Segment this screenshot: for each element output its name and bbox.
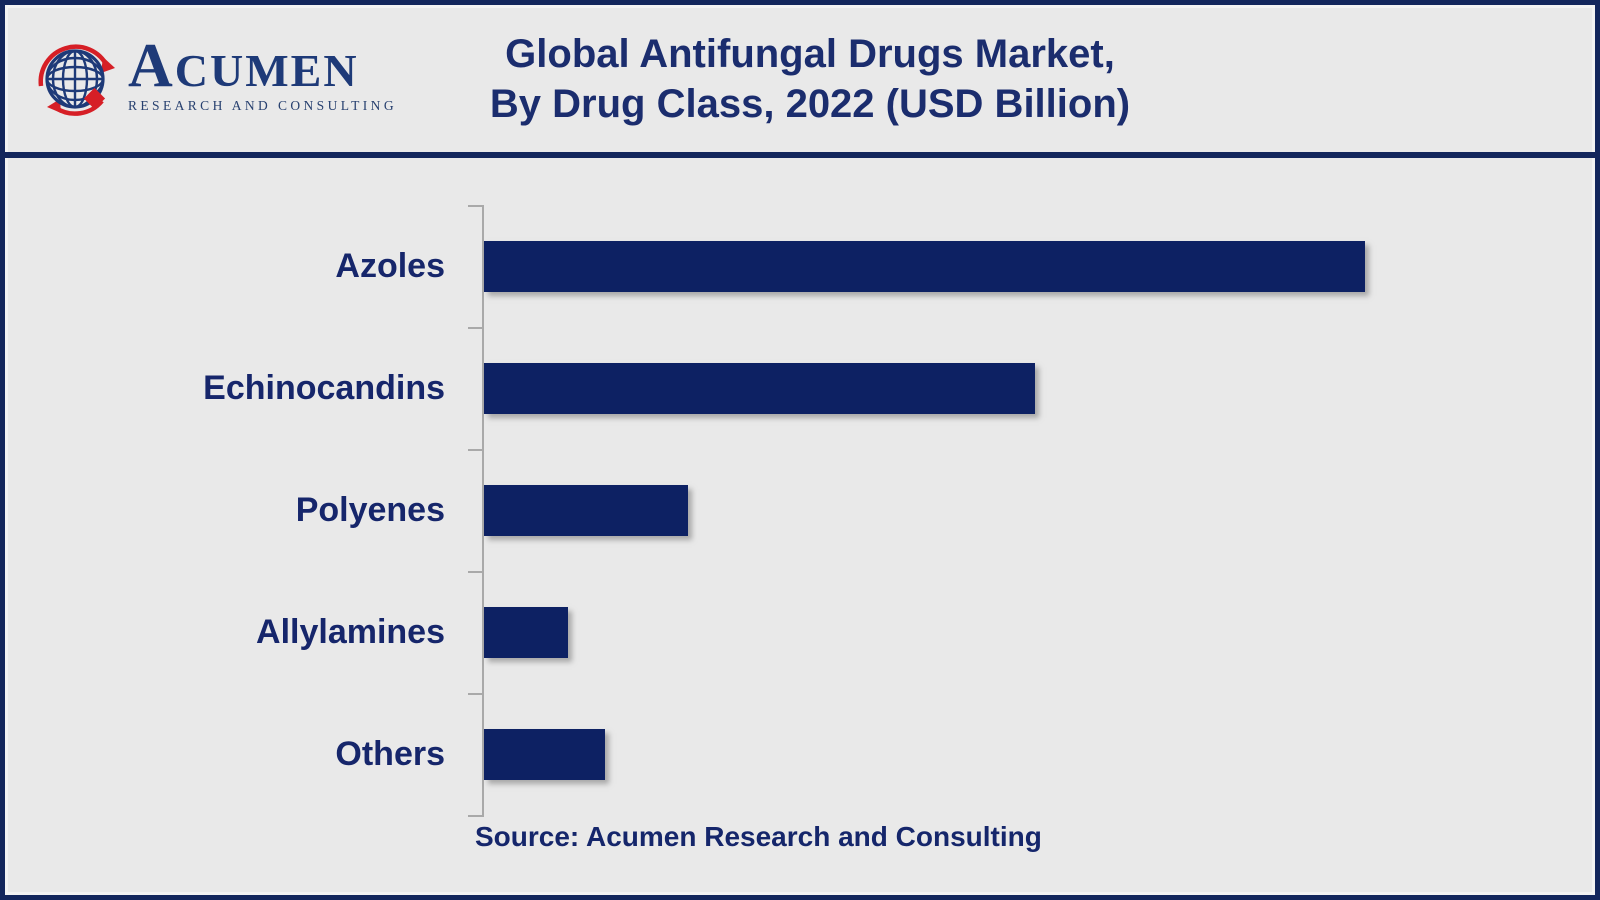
bar-allylamines [484, 606, 568, 658]
source-text: Source: Acumen Research and Consulting [475, 821, 1042, 852]
bar-echinocandins [484, 362, 1035, 414]
chart-row: Others [5, 693, 1545, 815]
chart-row: Allylamines [5, 571, 1545, 693]
bar-others [484, 728, 605, 780]
chart-row: Azoles [5, 205, 1545, 327]
category-label-others: Others [335, 734, 445, 773]
axis-tick [468, 815, 482, 817]
category-label-allylamines: Allylamines [256, 612, 445, 651]
plot-area [484, 571, 1541, 693]
bar-polyenes [484, 484, 688, 536]
chart-title-line2: By Drug Class, 2022 (USD Billion) [489, 82, 1131, 126]
axis-tick [468, 327, 482, 329]
category-label-azoles: Azoles [335, 246, 445, 285]
brand-name: ACUMEN [128, 32, 359, 100]
plot-area [484, 205, 1541, 327]
acumen-logo: ACUMEN RESEARCH AND CONSULTING [35, 35, 397, 119]
bar-chart: Azoles Echinocandins Polyenes Allylamines Ot… [5, 205, 1545, 819]
chart-row: Echinocandins [5, 327, 1545, 449]
bar-azoles [484, 240, 1365, 292]
axis-tick [468, 205, 482, 207]
axis-tick [468, 571, 482, 573]
plot-area [484, 693, 1541, 815]
axis-tick [468, 449, 482, 451]
y-axis-line [482, 205, 484, 817]
plot-area [484, 327, 1541, 449]
header-divider [5, 152, 1595, 158]
category-label-echinocandins: Echinocandins [203, 368, 445, 407]
chart-row: Polyenes [5, 449, 1545, 571]
brand-tagline: RESEARCH AND CONSULTING [128, 98, 397, 113]
category-label-polyenes: Polyenes [295, 490, 445, 529]
axis-tick [468, 693, 482, 695]
plot-area [484, 449, 1541, 571]
chart-title: Global Antifungal Drugs Market, By Drug … [450, 29, 1170, 129]
chart-title-line1: Global Antifungal Drugs Market, [505, 32, 1115, 76]
globe-icon [35, 35, 119, 119]
